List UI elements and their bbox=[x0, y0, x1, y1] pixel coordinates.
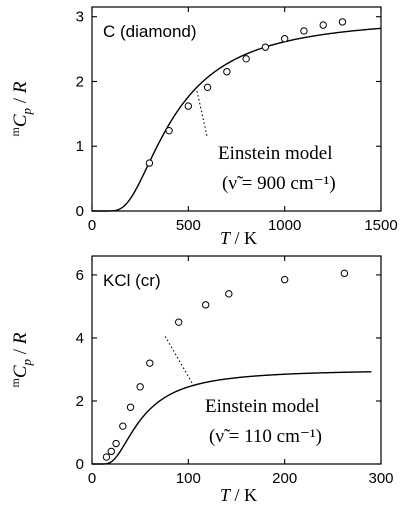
data-point bbox=[119, 422, 127, 430]
data-point bbox=[165, 126, 173, 135]
x-axis-unit: / K bbox=[230, 485, 257, 505]
x-tick-label: 1500 bbox=[364, 217, 397, 234]
data-point bbox=[102, 453, 111, 461]
data-point bbox=[175, 318, 183, 326]
annotation-title: Einstein model bbox=[205, 396, 320, 417]
x-axis-label: T / K bbox=[220, 485, 257, 505]
annotation-leader bbox=[196, 91, 208, 137]
data-point bbox=[225, 290, 233, 298]
x-tick-label: 500 bbox=[176, 217, 201, 234]
data-point bbox=[300, 27, 308, 35]
einstein-model-curve bbox=[92, 371, 372, 465]
y-tick-label: 0 bbox=[76, 456, 84, 473]
annotation-wavenumber: (ν̃ = 110 cm⁻¹) bbox=[209, 426, 322, 447]
data-point bbox=[203, 83, 212, 92]
data-point bbox=[201, 301, 210, 309]
y-tick-label: 0 bbox=[76, 203, 84, 220]
data-point bbox=[261, 43, 270, 51]
x-axis-unit: / K bbox=[230, 228, 257, 248]
panel-label: KCl (cr) bbox=[103, 271, 161, 290]
data-point bbox=[280, 275, 289, 284]
y-tick-label: 2 bbox=[76, 73, 84, 90]
data-point bbox=[319, 21, 327, 29]
plot-frame bbox=[91, 255, 382, 465]
panel-diamond: 0 500 1000 1500 0 1 2 3 T / K mCp / R C (diamond) E… bbox=[8, 6, 398, 248]
x-axis-symbol: T bbox=[220, 228, 232, 248]
panel-label: C (diamond) bbox=[103, 22, 197, 41]
data-point bbox=[107, 447, 115, 456]
plot-frame bbox=[91, 6, 382, 212]
data-point bbox=[146, 359, 154, 367]
x-tick-label: 100 bbox=[176, 470, 201, 487]
y-tick-label: 3 bbox=[76, 9, 84, 26]
y-tick-label: 2 bbox=[76, 393, 84, 410]
y-tick-label: 6 bbox=[76, 267, 84, 284]
annotation-title: Einstein model bbox=[218, 143, 333, 164]
y-axis-label: mCp / R bbox=[8, 81, 34, 136]
x-tick-label: 200 bbox=[272, 470, 297, 487]
data-point bbox=[223, 68, 231, 76]
data-point bbox=[280, 35, 289, 43]
x-tick-label: 1000 bbox=[268, 217, 301, 234]
annotation-wavenumber: (ν̃ = 900 cm⁻¹) bbox=[222, 173, 336, 194]
x-axis-symbol: T bbox=[220, 485, 232, 505]
annotation-leader bbox=[164, 336, 196, 389]
data-point bbox=[112, 439, 120, 448]
data-point bbox=[136, 383, 144, 391]
data-point bbox=[338, 18, 347, 26]
y-axis-label: mCp / R bbox=[8, 332, 34, 387]
x-tick-label: 0 bbox=[88, 470, 96, 487]
x-axis-label: T / K bbox=[220, 228, 257, 248]
data-point bbox=[242, 55, 250, 63]
einstein-model-curve bbox=[92, 27, 382, 212]
y-tick-label: 4 bbox=[76, 330, 84, 347]
x-tick-label: 300 bbox=[368, 470, 393, 487]
panel-kcl: 0 100 200 300 0 2 4 6 T / K mCp / R KCl (cr) Einste… bbox=[8, 255, 394, 505]
y-tick-label: 1 bbox=[76, 138, 84, 155]
data-point bbox=[126, 403, 135, 411]
data-point bbox=[145, 159, 154, 167]
x-tick-label: 0 bbox=[88, 217, 96, 234]
data-point bbox=[340, 269, 349, 278]
data-point bbox=[184, 102, 193, 110]
